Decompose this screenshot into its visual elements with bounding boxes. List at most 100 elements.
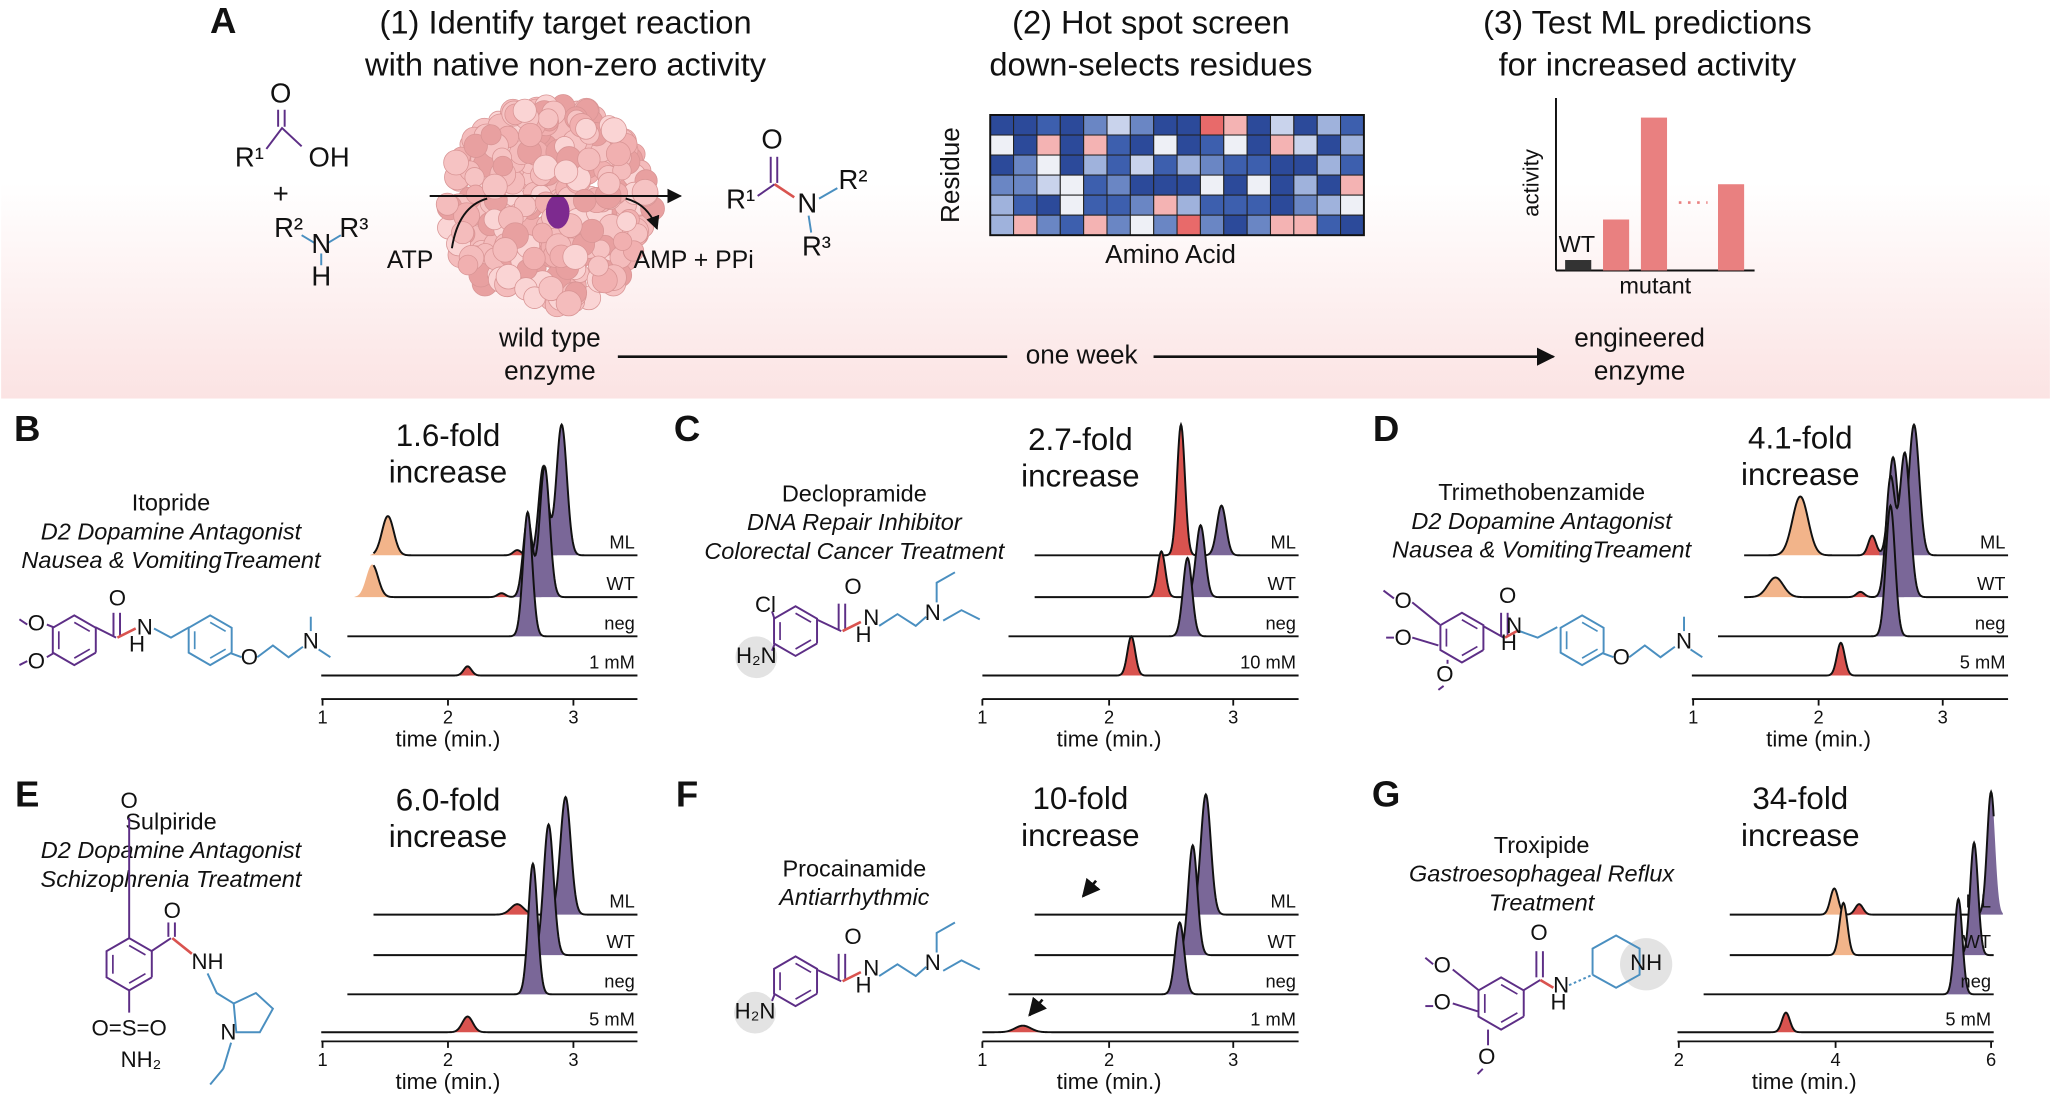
ring-double-bond	[1581, 648, 1599, 659]
atom: O	[28, 610, 45, 635]
heatmap-cell	[1013, 174, 1038, 196]
atom: O	[28, 648, 45, 673]
bond	[301, 234, 316, 244]
bond	[1504, 629, 1518, 639]
enzyme-atom	[443, 149, 469, 176]
heatmap-cell	[1129, 194, 1155, 216]
heatmap-cell	[989, 154, 1015, 176]
heatmap-cell	[1223, 214, 1248, 236]
ring-double-bond	[1581, 621, 1599, 633]
bond	[46, 623, 54, 629]
enzyme-atom	[481, 173, 508, 200]
atom: O	[1394, 625, 1411, 650]
chromatogram-trace	[1034, 523, 1299, 599]
enzyme-atom	[518, 122, 543, 148]
bond	[816, 618, 842, 632]
ring-double-bond	[128, 944, 146, 956]
trace-label: ML	[609, 891, 634, 912]
x-tick-label: 2	[1674, 1049, 1684, 1070]
heatmap-cell	[1293, 114, 1318, 136]
compound-name: Procainamide	[782, 855, 926, 881]
heatmap-cell	[1083, 134, 1108, 156]
fold-increase: 34-fold	[1752, 781, 1848, 816]
bond	[807, 215, 813, 233]
heatmap-cell	[1083, 214, 1108, 236]
heatmap-cell	[1246, 154, 1272, 176]
atom: NH	[1630, 950, 1662, 975]
trace-label: WT	[1268, 573, 1296, 594]
ring	[1559, 614, 1605, 667]
enzyme-atom	[597, 172, 621, 195]
atom: N	[863, 955, 879, 980]
atom: N	[137, 614, 153, 639]
ring-double-bond	[795, 639, 812, 650]
heatmap-cell	[1083, 174, 1108, 196]
bond	[1690, 648, 1703, 659]
fold-increase: increase	[1741, 457, 1859, 492]
enzyme-atom	[495, 263, 522, 290]
atom: N	[1506, 613, 1522, 638]
x-tick-label: 1	[1688, 706, 1698, 727]
axis-label: mutant	[1619, 273, 1691, 299]
compound-description: Colorectal Cancer Treatment	[704, 538, 1005, 564]
heatmap-cell	[1269, 194, 1295, 216]
enzyme-atom	[555, 290, 582, 317]
heatmap-cell	[1083, 154, 1108, 176]
chromatogram-trace	[372, 422, 638, 557]
heatmap-cell	[1036, 134, 1061, 156]
bond	[209, 1068, 224, 1086]
enzyme-atom	[553, 159, 579, 184]
atom: N	[1553, 972, 1569, 997]
panel-label: A	[210, 0, 236, 41]
atom: H	[1501, 630, 1517, 655]
compound-description: D2 Dopamine Antagonist	[41, 837, 303, 863]
heatmap-cell	[1199, 134, 1225, 156]
heatmap-cell	[1316, 174, 1342, 196]
atom: O	[1436, 661, 1453, 686]
heatmap-cell	[1083, 114, 1108, 136]
bond	[1539, 978, 1555, 989]
heatmap-cell	[1153, 134, 1178, 156]
cofactor-arrow	[450, 197, 488, 249]
chromatogram-trace	[1034, 421, 1299, 557]
atom: Cl	[755, 592, 776, 617]
fold-increase: increase	[1021, 458, 1139, 493]
x-tick-label: 3	[1228, 1049, 1238, 1070]
compound-name: Itopride	[132, 490, 210, 516]
bar	[1603, 219, 1630, 271]
heatmap-cell	[1036, 174, 1061, 196]
chromatogram-trace	[1703, 896, 1994, 996]
heatmap-cell	[1059, 194, 1085, 216]
enzyme-atom	[492, 237, 518, 263]
x-tick-label: 2	[443, 1049, 453, 1070]
atom: O	[121, 788, 138, 813]
heatmap-cell	[1059, 114, 1085, 136]
trace-label: ML	[1980, 531, 2005, 552]
fold-increase: 1.6-fold	[396, 418, 501, 453]
ring-double-bond	[795, 612, 812, 623]
heatmap-cell	[1340, 154, 1365, 176]
bond	[230, 652, 242, 659]
compound-name: Troxipide	[1494, 832, 1590, 858]
chromatogram-trace	[982, 1024, 1299, 1034]
step-title: with native non-zero activity	[364, 45, 767, 82]
atom: N	[311, 228, 331, 259]
heatmap-cell	[1246, 114, 1272, 136]
heatmap-cell	[1316, 214, 1342, 236]
heatmap-x-label: Amino Acid	[1105, 239, 1236, 269]
atom: N	[797, 187, 817, 218]
heatmap-cell	[1246, 214, 1272, 236]
bond	[771, 643, 776, 652]
atom: R²	[274, 212, 303, 243]
heatmap-cell	[1293, 194, 1318, 216]
compound-name: Sulpiride	[125, 808, 216, 834]
chromatogram-trace	[373, 795, 638, 916]
ring-double-bond	[1500, 983, 1518, 995]
bond	[116, 627, 137, 639]
heatmap-cell	[1153, 154, 1178, 176]
fold-increase: increase	[389, 819, 507, 854]
bond	[1476, 1068, 1484, 1075]
heatmap-cell	[1340, 134, 1365, 156]
enzyme-atom	[532, 222, 553, 244]
bar	[1565, 260, 1592, 271]
